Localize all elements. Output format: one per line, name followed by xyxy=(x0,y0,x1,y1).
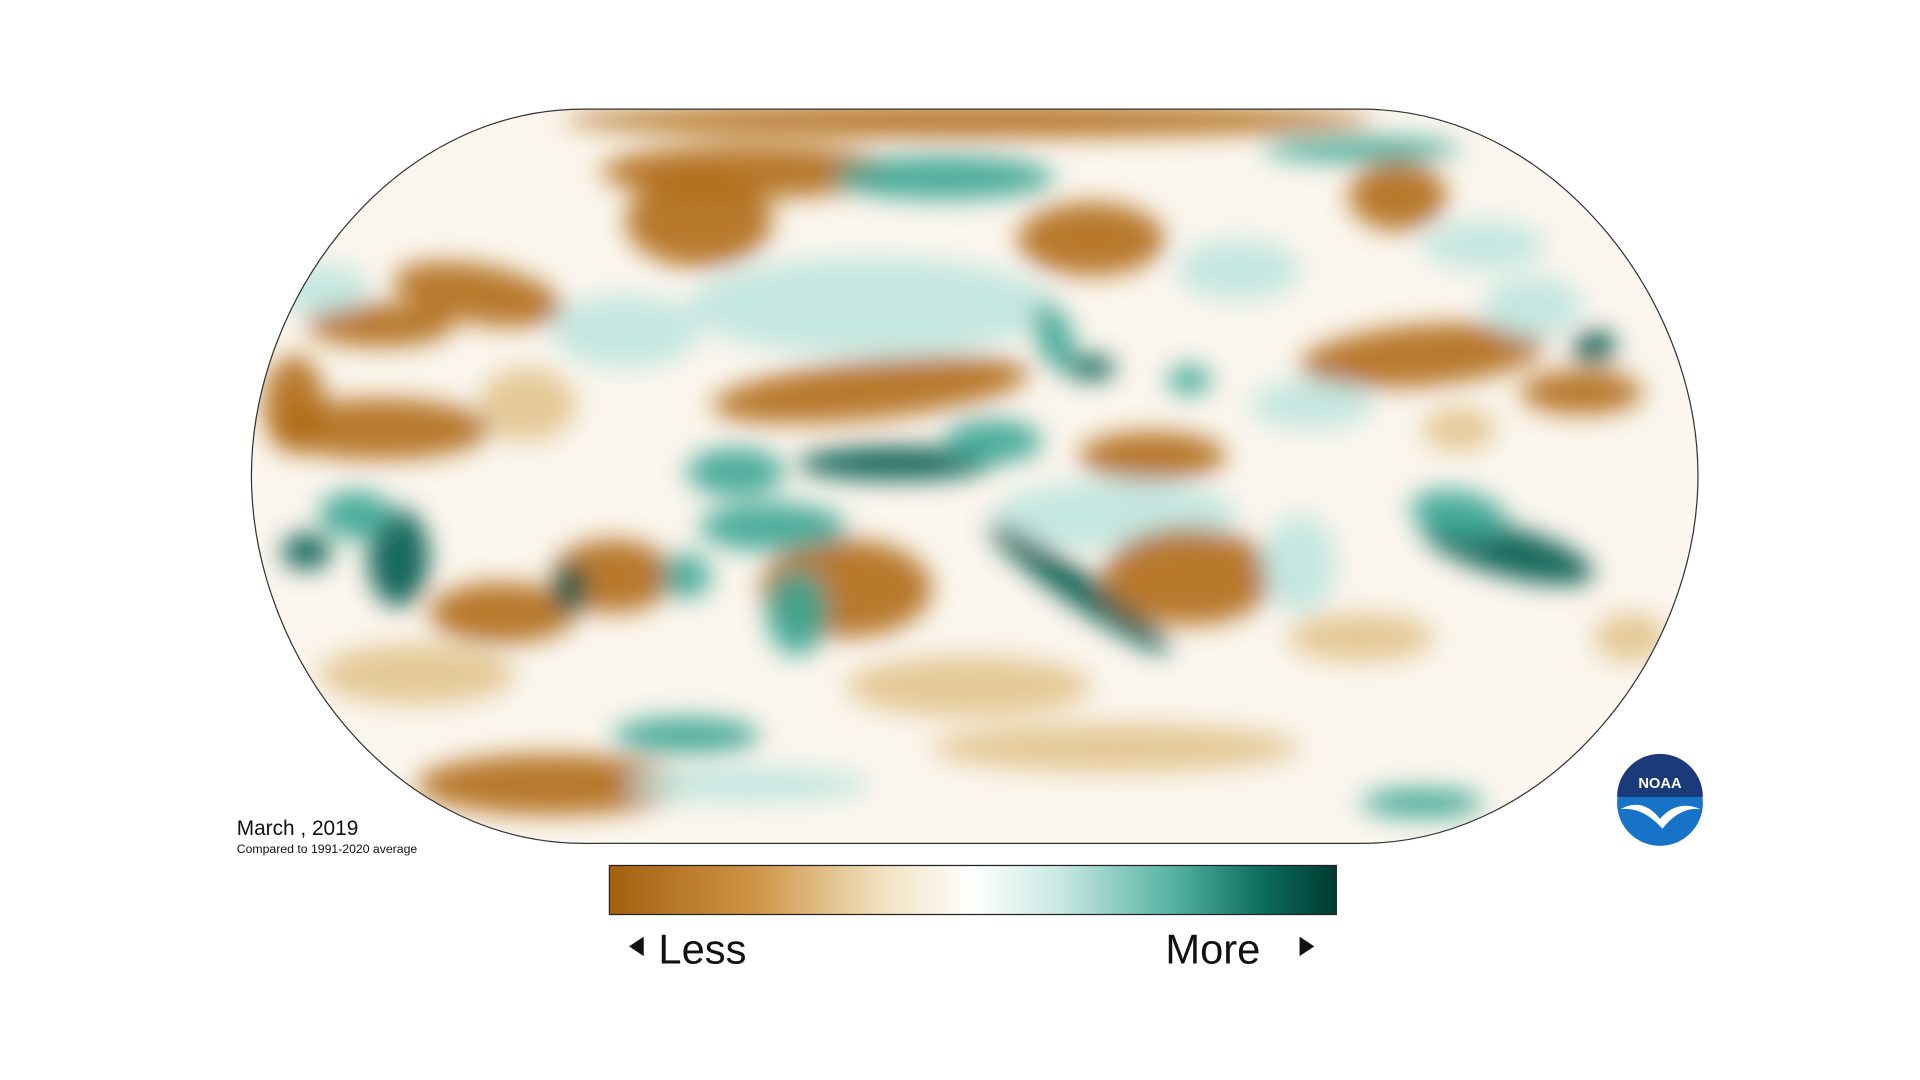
anomaly-region xyxy=(698,502,846,552)
anomaly-region xyxy=(551,294,699,368)
anomaly-region xyxy=(269,263,368,313)
anomaly-region xyxy=(1017,202,1165,276)
anomaly-region xyxy=(1410,489,1508,541)
anomaly-region xyxy=(1262,514,1337,613)
anomaly-region xyxy=(416,753,687,816)
anomaly-region xyxy=(1348,161,1447,231)
anomaly-region xyxy=(1571,329,1616,365)
anomaly-region xyxy=(1078,431,1227,481)
anomaly-region xyxy=(1262,137,1459,162)
anomaly-region xyxy=(318,643,516,705)
anomaly-region xyxy=(553,563,588,613)
anomaly-region xyxy=(478,367,577,442)
anomaly-region xyxy=(1250,380,1374,430)
anomaly-region xyxy=(1360,788,1484,818)
anomaly-region xyxy=(686,257,1055,356)
map-border xyxy=(250,108,1699,845)
anomaly-region xyxy=(1287,612,1435,662)
anomaly-region xyxy=(1422,406,1496,452)
anomaly-region xyxy=(613,717,761,754)
anomaly-region xyxy=(318,490,393,540)
logo-text: NOAA xyxy=(1638,776,1682,792)
anomaly-region xyxy=(625,767,871,802)
anomaly-region xyxy=(429,582,577,644)
anomaly-region xyxy=(766,570,828,656)
anomaly-region xyxy=(1483,275,1582,338)
map-subtitle: Compared to 1991-2020 average xyxy=(237,842,418,856)
anomaly-region xyxy=(306,302,454,347)
arrow-right xyxy=(1299,936,1315,957)
anomaly-region xyxy=(1520,370,1643,415)
anomaly-region xyxy=(931,723,1300,773)
anomaly-region xyxy=(1167,365,1212,395)
anomaly-region xyxy=(1176,239,1300,301)
legend-high: More xyxy=(1165,926,1260,973)
anomaly-region xyxy=(944,419,1043,464)
anomaly-region xyxy=(686,447,785,497)
map-field xyxy=(251,109,1698,844)
anomaly-region xyxy=(1033,301,1076,373)
anomaly-region xyxy=(263,355,325,454)
anomaly-region xyxy=(1066,355,1116,381)
color-bar xyxy=(608,864,1337,916)
anomaly-region xyxy=(625,174,773,268)
anomaly-region xyxy=(1593,612,1668,662)
anomaly-region xyxy=(711,356,1030,424)
anomaly-region xyxy=(662,554,712,599)
anomaly-region xyxy=(1422,220,1545,270)
anomaly-region xyxy=(833,155,1055,200)
anomaly-region xyxy=(845,655,1092,718)
anomaly-region xyxy=(1300,323,1545,388)
anomaly-region xyxy=(269,398,491,460)
map-title: March , 2019 xyxy=(237,817,359,840)
arrow-left xyxy=(629,936,644,957)
noaa-logo: NOAA xyxy=(1617,753,1703,846)
anomaly-region xyxy=(367,508,430,607)
anomaly-region xyxy=(1103,527,1276,626)
legend-low: Less xyxy=(658,926,746,973)
anomaly-region xyxy=(564,109,1374,138)
anomaly-region xyxy=(796,446,994,481)
anomaly-region xyxy=(282,533,332,571)
anomaly-region xyxy=(987,523,1170,654)
